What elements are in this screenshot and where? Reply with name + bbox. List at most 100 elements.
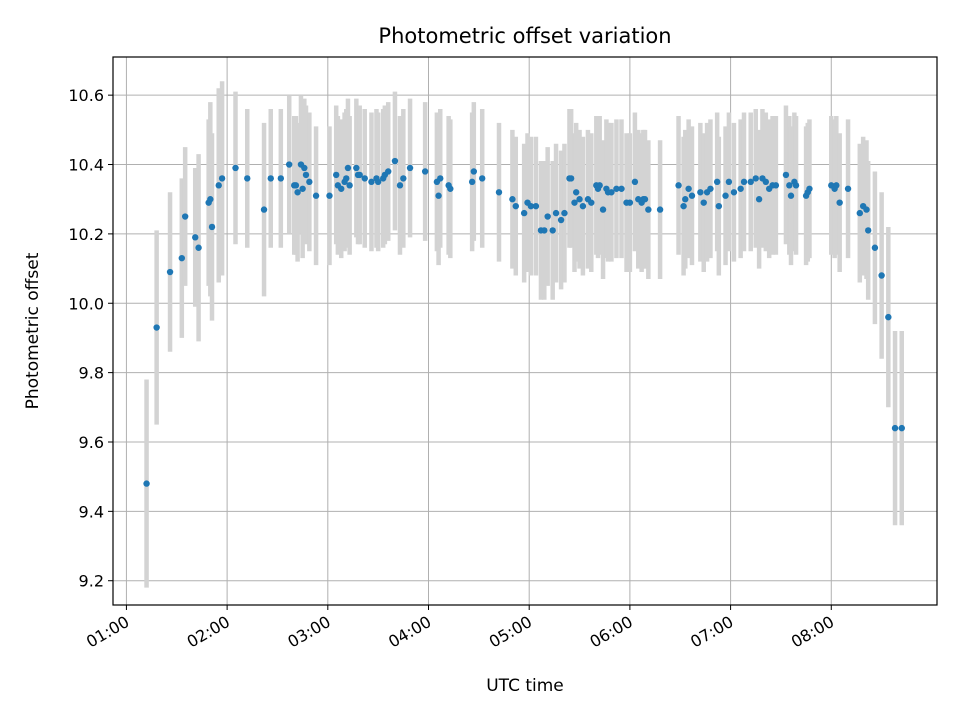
- data-point: [762, 178, 770, 186]
- data-point: [294, 189, 301, 196]
- y-axis-ticks: 9.2 9.4 9.6 9.8 10.0 10.2 10.4 10.6: [68, 86, 113, 591]
- data-point: [509, 196, 516, 203]
- data-point: [626, 199, 634, 206]
- data-point: [557, 216, 565, 224]
- data-point: [792, 182, 800, 189]
- y-tick-label: 10.0: [68, 294, 104, 313]
- data-point: [166, 268, 174, 276]
- data-point: [613, 185, 620, 192]
- data-point: [656, 206, 664, 213]
- x-axis-label: UTC time: [486, 676, 564, 696]
- data-point: [437, 175, 444, 182]
- y-tick-label: 9.6: [79, 433, 104, 452]
- data-point: [871, 244, 879, 251]
- data-point: [740, 178, 748, 186]
- y-tick-label: 9.4: [79, 502, 104, 521]
- data-point: [356, 171, 363, 179]
- data-point: [326, 192, 333, 199]
- data-point: [697, 189, 704, 196]
- data-point: [447, 185, 454, 192]
- data-point: [844, 185, 852, 192]
- data-point: [181, 213, 189, 220]
- data-point: [618, 185, 625, 192]
- data-point: [737, 185, 744, 192]
- data-point: [700, 199, 707, 206]
- data-point: [435, 192, 442, 199]
- data-point: [512, 202, 519, 210]
- data-point: [747, 178, 754, 186]
- data-point: [549, 227, 556, 234]
- y-tick-label: 9.8: [79, 364, 104, 383]
- data-point: [306, 178, 313, 186]
- y-tick-label: 10.6: [68, 86, 104, 105]
- data-point: [421, 168, 429, 175]
- data-point: [343, 175, 350, 182]
- data-point: [782, 171, 790, 179]
- data-point: [725, 178, 733, 186]
- data-point: [541, 227, 548, 234]
- data-point: [680, 202, 687, 210]
- data-point: [579, 202, 587, 210]
- data-point: [572, 189, 580, 196]
- data-point: [713, 178, 721, 186]
- y-tick-label: 10.2: [68, 225, 104, 244]
- data-point: [400, 175, 407, 182]
- data-point: [567, 175, 575, 182]
- data-point: [561, 209, 568, 217]
- data-point: [391, 157, 399, 165]
- y-axis-label: Photometric offset: [23, 252, 43, 409]
- plot-frame: [112, 56, 938, 606]
- data-point: [856, 209, 864, 217]
- data-point: [232, 164, 239, 172]
- data-point: [192, 234, 199, 241]
- data-point: [675, 182, 682, 189]
- data-point: [312, 192, 320, 199]
- data-point: [244, 175, 251, 182]
- data-point: [302, 171, 310, 179]
- data-point: [353, 164, 360, 172]
- data-point: [571, 199, 578, 206]
- data-point: [786, 182, 793, 189]
- data-point: [532, 202, 540, 210]
- data-point: [396, 182, 404, 189]
- data-point: [576, 196, 583, 203]
- data-point: [479, 175, 486, 182]
- data-point: [707, 185, 714, 192]
- data-point: [755, 196, 763, 203]
- data-point: [385, 168, 392, 175]
- data-point: [344, 164, 352, 172]
- data-point: [277, 175, 285, 182]
- data-point: [641, 196, 649, 203]
- data-point: [544, 213, 551, 220]
- data-point: [836, 199, 843, 206]
- data-point: [286, 161, 293, 168]
- data-point: [301, 164, 308, 172]
- data-point: [267, 175, 274, 182]
- data-point: [406, 164, 414, 172]
- data-point: [299, 185, 306, 192]
- data-point: [338, 185, 345, 192]
- data-point: [864, 227, 872, 234]
- data-point: [682, 196, 689, 203]
- data-point: [772, 182, 780, 189]
- data-point: [260, 206, 268, 213]
- data-point: [527, 202, 535, 210]
- data-point: [346, 182, 353, 189]
- data-point: [730, 189, 738, 196]
- data-point: [374, 178, 382, 186]
- data-point: [215, 182, 222, 189]
- data-point: [885, 313, 892, 321]
- y-tick-label: 9.2: [79, 572, 104, 591]
- data-point: [207, 196, 214, 203]
- data-point: [361, 175, 368, 182]
- data-point: [891, 424, 899, 432]
- data-point: [752, 175, 759, 182]
- data-point: [153, 324, 160, 331]
- data-point: [645, 206, 652, 213]
- data-point: [898, 424, 905, 432]
- chart-title: Photometric offset variation: [378, 24, 671, 48]
- data-point: [495, 189, 503, 196]
- data-point: [599, 206, 607, 213]
